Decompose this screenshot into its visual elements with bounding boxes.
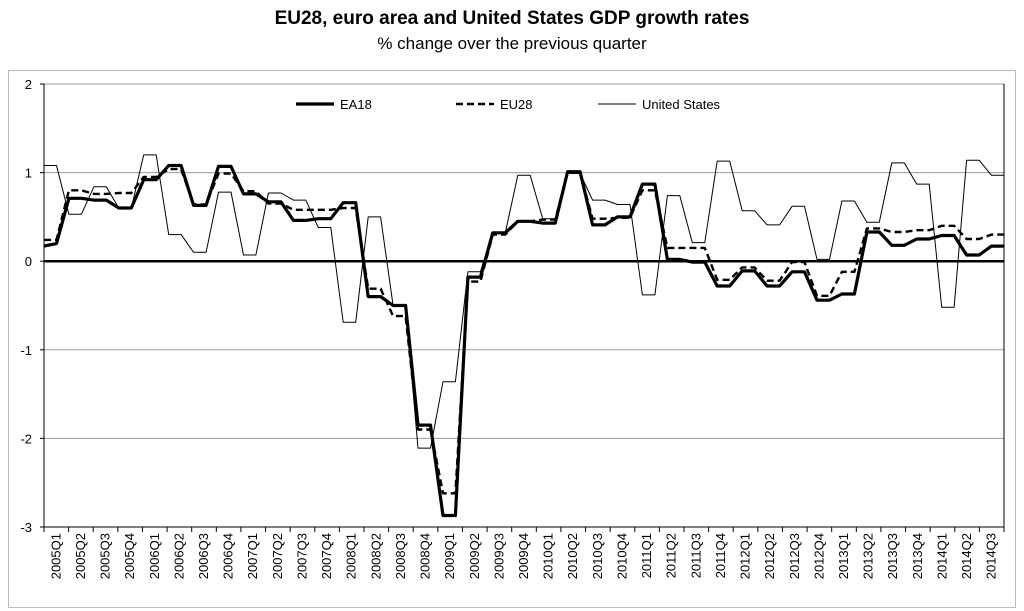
y-tick-label: 1 bbox=[25, 166, 32, 181]
x-tick-label: 2012Q3 bbox=[787, 533, 802, 579]
x-tick-label: 2010Q3 bbox=[590, 533, 605, 579]
x-tick-label: 2009Q1 bbox=[442, 533, 457, 579]
x-tick-label: 2010Q1 bbox=[541, 533, 556, 579]
x-tick-label: 2007Q1 bbox=[245, 533, 260, 579]
chart-frame bbox=[8, 70, 1016, 608]
x-tick-label: 2006Q2 bbox=[171, 533, 186, 579]
legend-label: United States bbox=[642, 97, 721, 112]
x-tick-label: 2012Q1 bbox=[738, 533, 753, 579]
x-tick-label: 2008Q4 bbox=[418, 533, 433, 579]
x-tick-label: 2009Q3 bbox=[491, 533, 506, 579]
series-line-united-states bbox=[44, 154, 1004, 449]
series-line-ea18 bbox=[43, 163, 1004, 518]
y-tick-label: -1 bbox=[20, 343, 32, 358]
x-tick-label: 2007Q4 bbox=[319, 533, 334, 579]
x-tick-label: 2005Q1 bbox=[48, 533, 63, 579]
x-tick-label: 2013Q1 bbox=[836, 533, 851, 579]
x-tick-label: 2006Q3 bbox=[196, 533, 211, 579]
x-tick-label: 2009Q2 bbox=[467, 533, 482, 579]
x-tick-label: 2012Q2 bbox=[762, 533, 777, 579]
x-tick-label: 2011Q1 bbox=[639, 533, 654, 578]
x-tick-label: 2013Q4 bbox=[910, 533, 925, 579]
x-tick-label: 2006Q4 bbox=[221, 533, 236, 579]
chart-subtitle: % change over the previous quarter bbox=[377, 34, 647, 53]
y-tick-label: 0 bbox=[25, 254, 32, 269]
x-tick-label: 2013Q2 bbox=[861, 533, 876, 579]
x-tick-label: 2013Q3 bbox=[885, 533, 900, 579]
x-tick-label: 2006Q1 bbox=[147, 533, 162, 579]
x-tick-label: 2014Q2 bbox=[959, 533, 974, 579]
x-tick-label: 2010Q4 bbox=[614, 533, 629, 579]
x-tick-label: 2005Q2 bbox=[73, 533, 88, 579]
x-tick-label: 2014Q1 bbox=[934, 533, 949, 579]
x-tick-label: 2008Q1 bbox=[344, 533, 359, 579]
x-tick-label: 2011Q4 bbox=[713, 533, 728, 578]
x-tick-label: 2007Q2 bbox=[270, 533, 285, 579]
y-tick-label: -2 bbox=[20, 431, 32, 446]
x-tick-label: 2010Q2 bbox=[565, 533, 580, 579]
x-tick-label: 2005Q3 bbox=[98, 533, 113, 579]
legend-label: EA18 bbox=[340, 97, 372, 112]
x-tick-label: 2005Q4 bbox=[122, 533, 137, 579]
x-tick-label: 2008Q3 bbox=[393, 533, 408, 579]
x-tick-label: 2011Q2 bbox=[664, 533, 679, 578]
x-tick-label: 2009Q4 bbox=[516, 533, 531, 579]
chart-title: EU28, euro area and United States GDP gr… bbox=[274, 8, 750, 29]
y-tick-label: -3 bbox=[20, 520, 32, 535]
series-line-eu28 bbox=[44, 167, 1004, 495]
x-tick-label: 2008Q2 bbox=[368, 533, 383, 579]
y-tick-label: 2 bbox=[25, 77, 32, 92]
x-tick-label: 2014Q3 bbox=[984, 533, 999, 579]
x-tick-label: 2011Q3 bbox=[688, 533, 703, 578]
x-tick-label: 2007Q3 bbox=[294, 533, 309, 579]
legend-label: EU28 bbox=[500, 97, 533, 112]
x-tick-label: 2012Q4 bbox=[811, 533, 826, 579]
